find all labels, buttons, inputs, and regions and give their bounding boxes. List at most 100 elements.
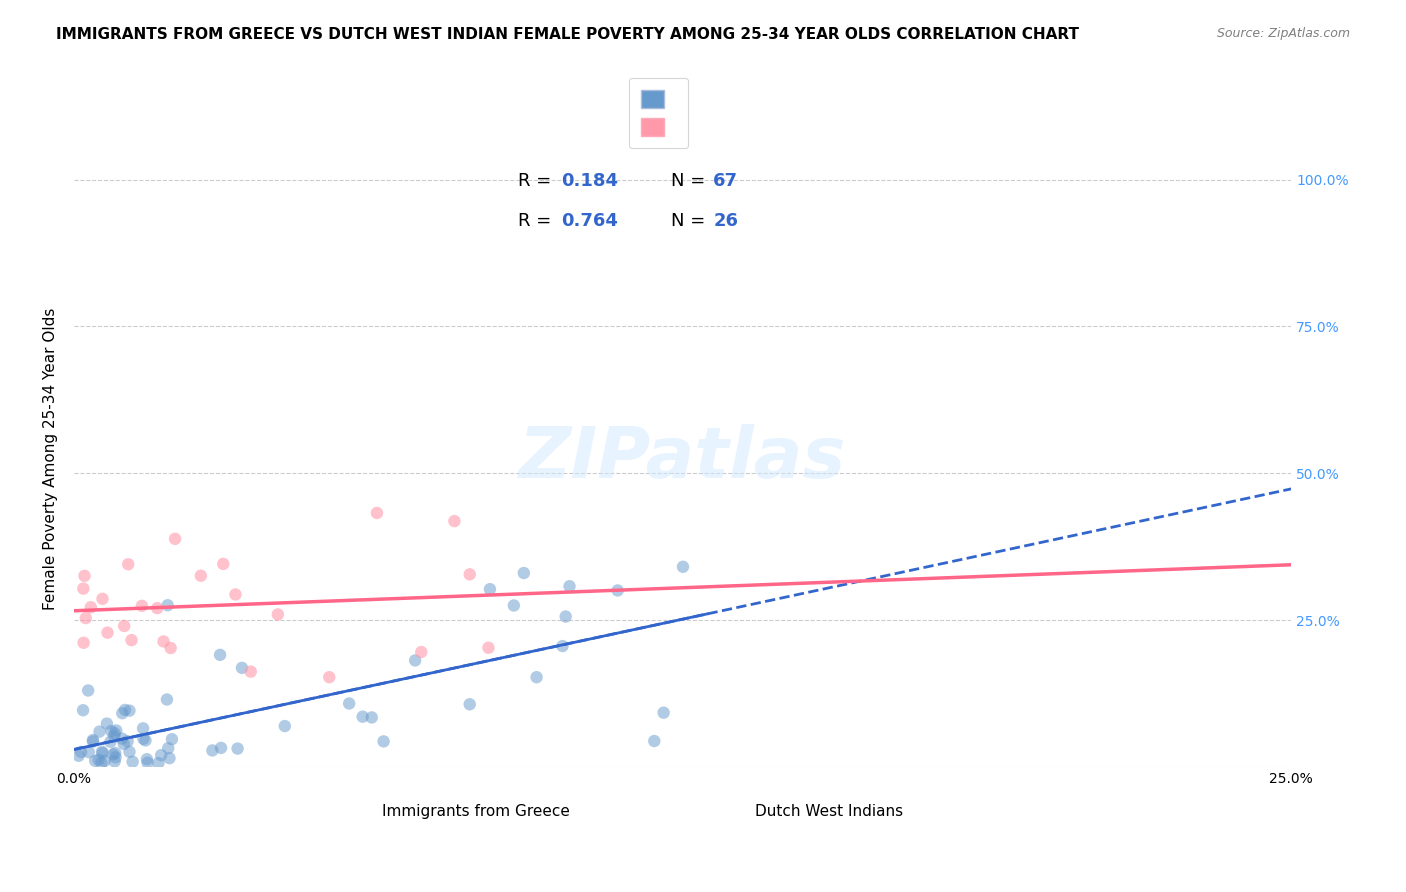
Dutch West Indians (96, 625, 118, 640)
Immigrants from Greece (157, 741, 180, 756)
Text: Immigrants from Greece: Immigrants from Greece (382, 805, 569, 819)
Immigrants from Greece (72, 703, 94, 717)
Immigrants from Greece (554, 609, 576, 624)
Dutch West Indians (121, 633, 143, 648)
Dutch West Indians (212, 557, 235, 571)
Immigrants from Greece (104, 746, 127, 760)
Immigrants from Greece (606, 583, 628, 598)
Text: N =: N = (671, 172, 710, 190)
Text: ZIPatlas: ZIPatlas (519, 425, 846, 493)
Immigrants from Greece (114, 703, 136, 717)
Immigrants from Greece (82, 733, 104, 747)
Text: 0.184: 0.184 (561, 172, 619, 190)
Immigrants from Greece (91, 745, 114, 759)
Dutch West Indians (443, 514, 465, 528)
Immigrants from Greece (551, 639, 574, 653)
Immigrants from Greece (105, 723, 128, 738)
Dutch West Indians (159, 640, 181, 655)
Immigrants from Greece (70, 745, 93, 759)
Dutch West Indians (477, 640, 499, 655)
Text: 0.764: 0.764 (561, 212, 617, 230)
Dutch West Indians (80, 600, 103, 615)
Text: Source: ZipAtlas.com: Source: ZipAtlas.com (1216, 27, 1350, 40)
Dutch West Indians (146, 601, 169, 615)
Text: N =: N = (671, 212, 710, 230)
Immigrants from Greece (209, 740, 232, 755)
Immigrants from Greece (103, 747, 125, 762)
Immigrants from Greece (94, 754, 117, 768)
Dutch West Indians (165, 532, 187, 546)
Immigrants from Greece (352, 709, 374, 723)
Immigrants from Greece (643, 734, 665, 748)
Immigrants from Greece (458, 698, 481, 712)
Dutch West Indians (152, 634, 174, 648)
Immigrants from Greece (160, 732, 183, 747)
Immigrants from Greece (373, 734, 395, 748)
Immigrants from Greece (100, 735, 122, 749)
Immigrants from Greece (156, 599, 179, 613)
Immigrants from Greece (89, 724, 111, 739)
Immigrants from Greece (111, 731, 134, 746)
Text: IMMIGRANTS FROM GREECE VS DUTCH WEST INDIAN FEMALE POVERTY AMONG 25-34 YEAR OLDS: IMMIGRANTS FROM GREECE VS DUTCH WEST IND… (56, 27, 1080, 42)
Immigrants from Greece (672, 559, 695, 574)
Text: R =: R = (519, 172, 557, 190)
Text: 67: 67 (713, 172, 738, 190)
Immigrants from Greece (360, 710, 382, 724)
Immigrants from Greece (274, 719, 297, 733)
Immigrants from Greece (502, 599, 524, 613)
Dutch West Indians (190, 568, 212, 582)
Immigrants from Greece (96, 716, 118, 731)
Immigrants from Greece (150, 748, 173, 763)
Immigrants from Greece (132, 722, 155, 736)
Immigrants from Greece (118, 704, 141, 718)
Dutch West Indians (224, 587, 246, 601)
Dutch West Indians (73, 569, 96, 583)
Dutch West Indians (112, 619, 135, 633)
Immigrants from Greece (526, 670, 548, 684)
Immigrants from Greece (104, 750, 127, 764)
Immigrants from Greece (77, 683, 100, 698)
Immigrants from Greece (478, 582, 501, 597)
Dutch West Indians (117, 558, 139, 572)
Immigrants from Greece (201, 743, 224, 757)
Text: 26: 26 (713, 212, 738, 230)
Y-axis label: Female Poverty Among 25-34 Year Olds: Female Poverty Among 25-34 Year Olds (44, 308, 58, 610)
Dutch West Indians (239, 665, 262, 679)
Immigrants from Greece (148, 756, 170, 770)
Dutch West Indians (72, 636, 94, 650)
Immigrants from Greece (112, 737, 135, 751)
Dutch West Indians (458, 567, 481, 582)
Dutch West Indians (366, 506, 388, 520)
Immigrants from Greece (82, 734, 104, 748)
Dutch West Indians (318, 670, 340, 684)
Immigrants from Greece (67, 748, 90, 763)
Immigrants from Greece (118, 745, 141, 759)
Immigrants from Greece (135, 752, 157, 766)
Immigrants from Greece (231, 661, 253, 675)
Immigrants from Greece (135, 733, 157, 747)
Dutch West Indians (131, 599, 153, 613)
Immigrants from Greece (111, 706, 134, 721)
Immigrants from Greece (404, 653, 426, 667)
Immigrants from Greece (132, 731, 155, 746)
Text: R =: R = (519, 212, 557, 230)
Immigrants from Greece (652, 706, 675, 720)
Immigrants from Greece (121, 755, 143, 769)
Immigrants from Greece (104, 726, 127, 740)
Immigrants from Greece (513, 566, 536, 580)
Immigrants from Greece (136, 756, 159, 770)
Immigrants from Greece (103, 730, 125, 744)
Immigrants from Greece (84, 754, 107, 768)
Immigrants from Greece (90, 756, 112, 770)
Immigrants from Greece (209, 648, 232, 662)
Legend: , : , (628, 78, 688, 148)
Text: Dutch West Indians: Dutch West Indians (755, 805, 903, 819)
Immigrants from Greece (100, 724, 122, 739)
Immigrants from Greece (156, 692, 179, 706)
Immigrants from Greece (558, 579, 581, 593)
Dutch West Indians (267, 607, 290, 622)
Immigrants from Greece (117, 734, 139, 748)
Dutch West Indians (411, 645, 433, 659)
Dutch West Indians (72, 582, 94, 596)
Immigrants from Greece (91, 746, 114, 760)
